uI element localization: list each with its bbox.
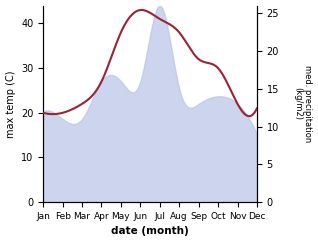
Y-axis label: med. precipitation
(kg/m2): med. precipitation (kg/m2) xyxy=(293,65,313,143)
Y-axis label: max temp (C): max temp (C) xyxy=(5,70,16,138)
X-axis label: date (month): date (month) xyxy=(111,227,189,236)
